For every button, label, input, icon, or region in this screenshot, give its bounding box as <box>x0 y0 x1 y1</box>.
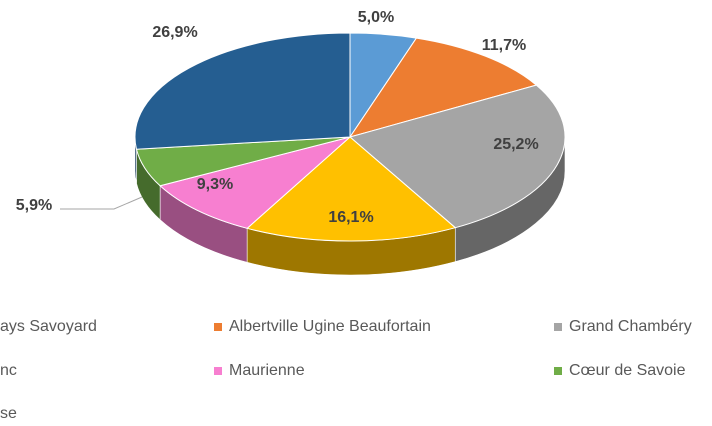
leader-line <box>60 196 143 210</box>
legend-swatch <box>214 367 222 375</box>
legend-label: ays Savoyard <box>0 318 97 335</box>
legend-label: Albertville Ugine Beaufortain <box>229 318 431 335</box>
data-label: 16,1% <box>328 209 373 226</box>
data-label: 26,9% <box>152 24 197 41</box>
pie-slice <box>348 84 566 229</box>
pie-slice <box>246 136 457 242</box>
legend-label: Grand Chambéry <box>569 318 692 335</box>
pie-slice <box>348 37 538 138</box>
data-label: 11,7% <box>482 37 526 54</box>
data-label: 5,9% <box>16 197 52 214</box>
data-label: 9,3% <box>197 176 233 193</box>
legend-swatch <box>214 323 222 331</box>
legend-label: Cœur de Savoie <box>569 362 686 379</box>
legend-swatch <box>554 323 562 331</box>
pie-slice <box>159 136 351 229</box>
legend-label: se <box>0 405 17 422</box>
data-label: 25,2% <box>493 136 538 153</box>
legend-swatch <box>554 367 562 375</box>
pie-slice <box>134 32 351 150</box>
legend-label: nc <box>0 362 17 379</box>
data-label: 5,0% <box>358 9 394 26</box>
legend-label: Maurienne <box>229 362 305 379</box>
